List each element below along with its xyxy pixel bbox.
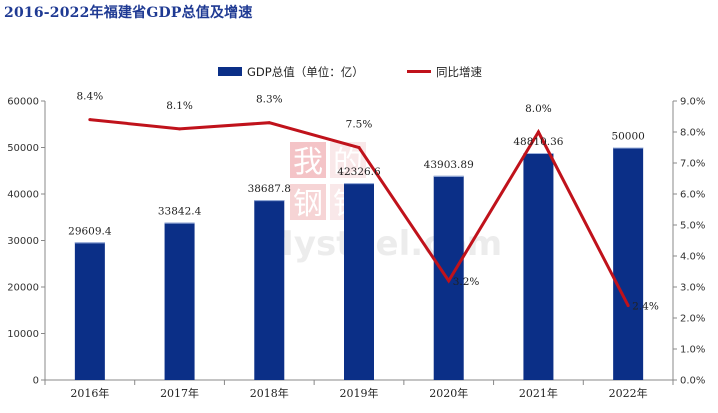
x-tick-label: 2022年 bbox=[609, 386, 648, 400]
line-point bbox=[267, 121, 271, 125]
line-value-label: 8.4% bbox=[77, 91, 104, 103]
y-right-tick-label: 1.0% bbox=[680, 345, 705, 356]
y-right-tick-label: 0.0% bbox=[680, 376, 705, 387]
bar-value-label: 50000 bbox=[611, 131, 644, 143]
data-labels: 29609.4 33842.4 38687.8 42326.6 43903.89 4881… bbox=[68, 91, 659, 313]
chart-title: 2016-2022年福建省GDP总值及增速 bbox=[4, 5, 253, 21]
y-left-tick-label: 40000 bbox=[7, 190, 39, 201]
x-tick-label: 2021年 bbox=[519, 386, 558, 400]
line-value-label: 3.2% bbox=[453, 276, 480, 288]
line-series bbox=[88, 118, 630, 308]
watermark-char: 钢 bbox=[293, 187, 323, 222]
bar-value-label: 29609.4 bbox=[68, 225, 112, 237]
y-left-tick-label: 30000 bbox=[7, 236, 39, 247]
line-point bbox=[178, 127, 182, 131]
x-tick-label: 2017年 bbox=[160, 386, 199, 400]
watermark-box bbox=[290, 142, 326, 178]
legend-bar-swatch bbox=[218, 67, 242, 76]
y-right-tick-label: 5.0% bbox=[680, 221, 705, 232]
bar-series bbox=[74, 147, 644, 380]
y-right-tick-label: 9.0% bbox=[680, 97, 705, 108]
bar-value-label: 48810.36 bbox=[513, 136, 563, 148]
y-left-tick-label: 0 bbox=[33, 376, 39, 387]
x-tick-label: 2016年 bbox=[70, 386, 109, 400]
bar bbox=[74, 242, 105, 380]
line-point bbox=[626, 304, 630, 308]
y-right-tick-label: 2.0% bbox=[680, 314, 705, 325]
bar bbox=[254, 200, 285, 380]
line-point bbox=[536, 130, 540, 134]
y-right-tick-label: 3.0% bbox=[680, 283, 705, 294]
y-left-tick-label: 20000 bbox=[7, 283, 39, 294]
line-value-label: 8.0% bbox=[525, 103, 552, 115]
watermark-text: Mysteel.com bbox=[260, 224, 502, 264]
line-point bbox=[88, 118, 92, 122]
x-tick-label: 2019年 bbox=[340, 386, 379, 400]
line-point bbox=[447, 279, 451, 283]
legend-line-label: 同比增速 bbox=[436, 65, 482, 79]
line-value-label: 8.3% bbox=[256, 94, 283, 106]
y-left-tick-label: 10000 bbox=[7, 329, 39, 340]
bar-value-label: 43903.89 bbox=[424, 159, 474, 171]
watermark-char: 的 bbox=[333, 145, 363, 180]
legend-bar-label: GDP总值（单位：亿） bbox=[247, 65, 364, 79]
watermark-char: 我 bbox=[293, 145, 323, 180]
y-right-tick-label: 7.0% bbox=[680, 159, 705, 170]
y-right-tick-label: 6.0% bbox=[680, 190, 705, 201]
line-value-label: 7.5% bbox=[346, 119, 373, 131]
bar-value-label: 33842.4 bbox=[158, 206, 202, 218]
y-right-tick-label: 8.0% bbox=[680, 128, 705, 139]
y-right-tick-label: 4.0% bbox=[680, 252, 705, 263]
axes: 0 10000 20000 30000 40000 50000 60000 0.0% 1.0% 2… bbox=[7, 97, 705, 401]
bar bbox=[613, 147, 644, 380]
bar-value-label: 42326.6 bbox=[337, 166, 381, 178]
line-value-label: 2.4% bbox=[632, 301, 659, 313]
line-value-label: 8.1% bbox=[166, 100, 193, 112]
y-left-tick-label: 50000 bbox=[7, 143, 39, 154]
legend: GDP总值（单位：亿） 同比增速 bbox=[218, 65, 482, 79]
x-tick-label: 2020年 bbox=[429, 386, 468, 400]
y-left-tick-label: 60000 bbox=[7, 97, 39, 108]
bar-value-label: 38687.8 bbox=[248, 183, 291, 195]
line-point bbox=[357, 146, 361, 149]
bar bbox=[164, 222, 195, 380]
x-tick-label: 2018年 bbox=[250, 386, 289, 400]
bar bbox=[523, 153, 554, 380]
bar bbox=[344, 183, 374, 380]
watermark-box bbox=[290, 184, 326, 220]
